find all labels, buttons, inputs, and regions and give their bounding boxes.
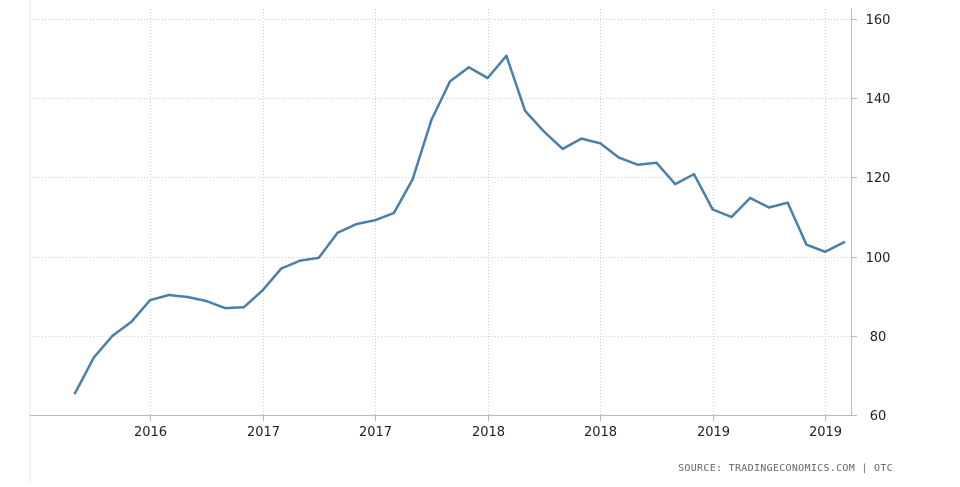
data-point [767,206,771,209]
x-tick-label: 2019 [809,425,842,440]
data-point [467,66,471,69]
y-tick-label: 120 [866,171,891,186]
data-point [636,163,639,166]
data-point [111,334,114,337]
data-point [92,356,96,359]
data-point [298,259,302,262]
data-point [223,306,227,310]
data-point [430,118,433,122]
data-point [392,211,396,215]
data-point [749,196,752,200]
data-point [711,208,714,211]
data-point [186,295,189,299]
data-point [486,76,489,80]
y-tick-label: 60 [870,409,887,424]
tick-layer: 60 80 100 120 140 160 2016 2017 2017 2018 2018 2019… [134,13,890,440]
source-label: SOURCE: TRADINGECONOMICS.COM | OTC [678,463,893,474]
y-tick-label: 80 [870,330,887,345]
data-point [317,256,320,259]
data-point [336,231,339,234]
data-point [448,80,452,83]
data-point [73,392,77,395]
data-point [505,54,508,57]
data-point [261,289,264,292]
data-point [599,142,602,145]
data-point [730,215,733,219]
data-point [167,293,170,297]
data-point [561,147,564,151]
series-layer [73,54,846,395]
data-point [355,222,358,226]
x-tick-label: 2018 [584,425,617,440]
data-point [523,109,527,113]
data-point [205,299,208,303]
data-point [824,250,827,253]
data-point [280,267,283,270]
x-tick-label: 2019 [697,425,730,440]
x-tick-label: 2017 [359,425,392,440]
data-point [692,173,696,176]
data-point [786,201,789,204]
y-tick-label: 140 [866,92,891,107]
data-point [130,320,133,324]
y-tick-label: 100 [866,251,891,266]
x-tick-label: 2016 [134,425,167,440]
x-tick-label: 2018 [472,425,505,440]
data-point [805,243,808,246]
data-point [542,130,546,133]
data-point [411,178,414,181]
data-point [148,299,152,302]
y-tick-label: 160 [866,13,891,28]
data-point [373,219,377,222]
series-line [73,54,846,395]
data-point [674,182,677,186]
data-point [842,241,846,244]
data-point [242,306,245,309]
x-tick-label: 2017 [247,425,280,440]
data-point [655,161,658,164]
data-point [617,156,621,159]
data-point [580,137,583,140]
